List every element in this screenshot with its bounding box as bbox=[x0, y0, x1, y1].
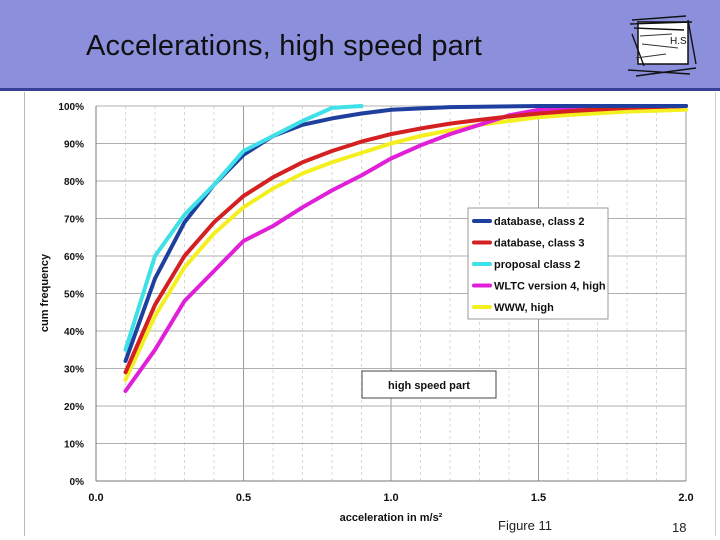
legend-label: WWW, high bbox=[494, 302, 554, 314]
logo-icon: H.S bbox=[627, 15, 697, 77]
y-tick-label: 10% bbox=[64, 440, 84, 451]
legend-label: proposal class 2 bbox=[494, 259, 580, 271]
annotation-box: high speed part bbox=[361, 370, 497, 399]
legend: database, class 2 database, class 3 propos… bbox=[467, 207, 609, 320]
series-line bbox=[123, 104, 364, 352]
y-tick-label: 30% bbox=[64, 365, 84, 376]
y-tick-label: 90% bbox=[64, 140, 84, 151]
y-tick-label: 40% bbox=[64, 327, 84, 338]
annotation-text: high speed part bbox=[388, 380, 470, 392]
x-tick-label: 0.5 bbox=[236, 492, 251, 504]
x-axis-label: acceleration in m/s² bbox=[340, 512, 443, 524]
x-tick-label: 1.0 bbox=[383, 492, 398, 504]
x-tick-label: 0.0 bbox=[88, 492, 103, 504]
annotation-frame bbox=[361, 370, 497, 399]
header-divider bbox=[0, 88, 720, 91]
y-tick-label: 20% bbox=[64, 402, 84, 413]
x-tick-label: 1.5 bbox=[531, 492, 546, 504]
y-tick-label: 70% bbox=[64, 215, 84, 226]
y-tick-label: 0% bbox=[70, 477, 85, 488]
axes bbox=[95, 106, 686, 482]
series-line bbox=[123, 104, 688, 375]
logo-text: H.S bbox=[670, 36, 687, 47]
y-tick-label: 50% bbox=[64, 290, 84, 301]
legend-label: database, class 2 bbox=[494, 216, 585, 228]
y-axis-label: cum frequency bbox=[39, 253, 51, 332]
y-tick-label: 80% bbox=[64, 177, 84, 188]
y-tick-label: 60% bbox=[64, 252, 84, 263]
x-tick-label: 2.0 bbox=[678, 492, 693, 504]
series-line bbox=[123, 107, 688, 382]
series-lines bbox=[123, 104, 688, 393]
page-number: 18 bbox=[672, 520, 687, 535]
slide-title: Accelerations, high speed part bbox=[86, 30, 483, 62]
legend-label: WLTC version 4, high bbox=[494, 281, 606, 293]
series-line bbox=[123, 104, 688, 363]
slide-header bbox=[0, 0, 720, 88]
y-tick-label: 100% bbox=[58, 102, 84, 113]
y-tick-labels: 0% 10% 20% 30% 40% 50% 60% 70% 80% 90% 100% bbox=[58, 102, 84, 488]
x-tick-labels: 0.0 0.5 1.0 1.5 2.0 bbox=[88, 492, 693, 504]
legend-label: database, class 3 bbox=[494, 238, 585, 250]
figure-label: Figure 11 bbox=[470, 514, 580, 538]
